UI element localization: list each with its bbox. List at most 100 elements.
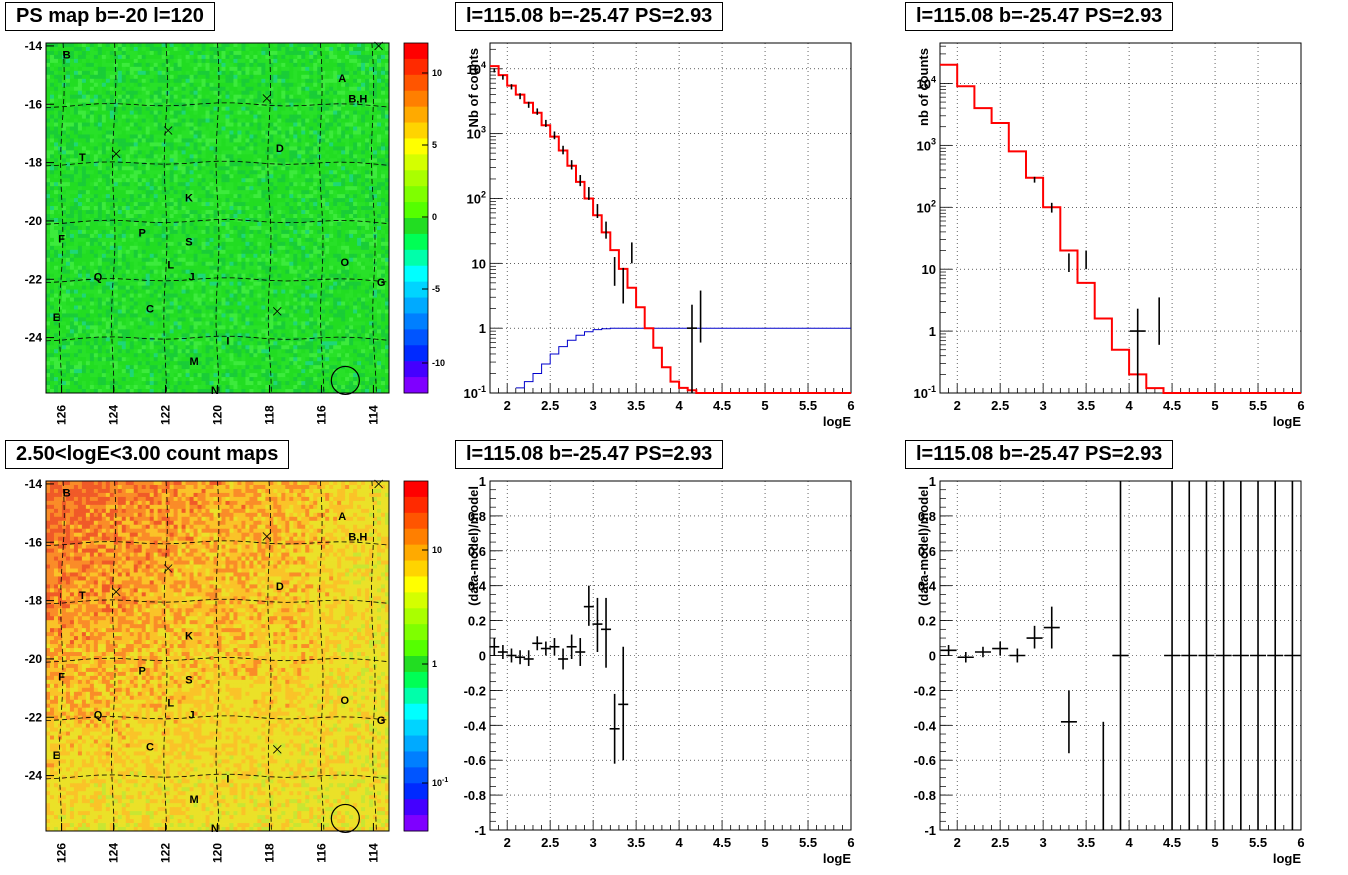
map-grid-meridian [163, 480, 168, 832]
spectrum-2-plot: 2 2.5 3 3.5 4 4.5 5 5.5 6 10-1 1 10 102 103 104 logE nb … [914, 42, 1305, 429]
region-circle [330, 365, 360, 396]
map-grid-meridian [58, 42, 65, 394]
y-tick-label: 103 [917, 136, 936, 153]
source-label: S [185, 236, 192, 248]
map-x-tick-label: 126 [55, 405, 69, 425]
y-tick-label: 1 [479, 474, 486, 489]
map-y-tick-label: -16 [25, 97, 43, 111]
source-cross-marker [374, 479, 383, 489]
colorbar-tick-label: 10-1 [432, 777, 448, 788]
ps-map-colorbar: 10 5 0 -5 -10 [403, 42, 445, 394]
map-x-tick-label: 116 [314, 843, 328, 863]
source-label: K [185, 631, 193, 643]
source-label: C [146, 303, 154, 315]
source-label: S [185, 674, 192, 686]
x-tick-label: 3 [1040, 398, 1047, 413]
y-tick-label: 10 [472, 256, 486, 271]
y-tick-label: 103 [467, 125, 486, 142]
y-axis-label: Nb of counts [466, 48, 481, 127]
y-tick-label: 10 [922, 262, 936, 277]
residual-2-title: l=115.08 b=-25.47 PS=2.93 [905, 440, 1174, 469]
spectrum-1-title: l=115.08 b=-25.47 PS=2.93 [455, 2, 724, 31]
y-tick-label: -1 [924, 823, 936, 838]
x-tick-label: 3.5 [627, 835, 645, 850]
x-axis-label: logE [1273, 414, 1301, 429]
colorbar-tick-label: 1 [432, 659, 437, 669]
y-tick-label: 0.4 [468, 579, 487, 594]
map-x-tick-label: 124 [107, 405, 121, 425]
model-step-line [515, 327, 851, 389]
y-axis-label: (data-model)/model [916, 486, 931, 606]
y-tick-label: -0.2 [464, 683, 486, 698]
x-tick-label: 6 [1297, 398, 1304, 413]
source-cross-marker [163, 126, 173, 135]
source-cross-marker [262, 94, 272, 103]
ps-map-plot: B AB,H D T K F P S O L Q J G C E I M N 126 124 122 120 118 116 1… [25, 39, 390, 425]
map-x-tick-label: 120 [211, 843, 225, 863]
source-label: K [185, 193, 193, 205]
source-label: N [211, 385, 219, 397]
residual-2-plot: 2 2.5 3 3.5 4 4.5 5 5.5 6 -1 -0.8 -0.6 -0.4 -0.2 0 0.2 0… [914, 474, 1305, 866]
map-grid-meridian [371, 42, 377, 394]
x-tick-label: 2.5 [541, 835, 559, 850]
source-label: M [190, 356, 199, 368]
x-tick-label: 5 [1211, 835, 1218, 850]
y-tick-label: 10-1 [914, 384, 936, 401]
x-tick-label: 5.5 [1249, 835, 1267, 850]
source-cross-marker [111, 587, 121, 597]
map-grid-parallel [45, 277, 390, 283]
y-tick-label: 1 [479, 321, 486, 336]
x-tick-label: 3.5 [1077, 398, 1095, 413]
x-tick-label: 2.5 [541, 398, 559, 413]
y-tick-label: 102 [467, 189, 486, 206]
y-tick-label: 0.6 [468, 544, 486, 559]
spectrum-1-plot: 2 2.5 3 3.5 4 4.5 5 5.5 6 10-1 1 10 102 103 104 logE Nb … [464, 42, 855, 429]
y-tick-label: -1 [474, 823, 486, 838]
y-tick-label: 0.6 [918, 544, 936, 559]
source-label: E [53, 750, 60, 762]
map-y-tick-label: -14 [25, 477, 43, 491]
y-tick-label: 10-1 [464, 384, 486, 401]
x-tick-label: 2.5 [991, 398, 1009, 413]
source-label: D [276, 143, 284, 155]
source-label: D [276, 581, 284, 593]
residual-1-title: l=115.08 b=-25.47 PS=2.93 [455, 440, 724, 469]
y-tick-label: 0.2 [918, 614, 936, 629]
x-tick-label: 4 [1125, 398, 1133, 413]
y-tick-label: 0 [929, 649, 936, 664]
y-axis-label: nb of counts [916, 48, 931, 126]
source-label: L [167, 698, 174, 710]
source-label: Q [94, 271, 103, 283]
map-y-tick-label: -18 [25, 156, 43, 170]
map-x-tick-label: 122 [159, 405, 173, 425]
region-circle [330, 803, 360, 834]
map-grid-parallel [45, 773, 390, 780]
source-label: B,H [348, 531, 367, 543]
source-label: L [167, 260, 174, 272]
x-tick-label: 4 [675, 398, 683, 413]
x-tick-label: 3 [590, 398, 597, 413]
source-label: C [146, 741, 154, 753]
map-grid-meridian [163, 42, 168, 394]
y-tick-label: -0.8 [464, 788, 486, 803]
x-tick-label: 4 [1125, 835, 1133, 850]
y-tick-label: 0.8 [468, 509, 486, 524]
y-tick-label: 0 [479, 649, 486, 664]
map-x-tick-label: 114 [366, 405, 380, 425]
count-map-plot: B AB,H D T K F P S O L Q J G C E I M N 126 124 122 120 118 116 1… [25, 477, 390, 863]
count-map-colorbar: 10 1 10-1 [403, 480, 448, 832]
y-tick-label: 0.4 [918, 579, 937, 594]
map-grid-parallel [45, 657, 390, 663]
y-tick-label: -0.4 [914, 718, 937, 733]
x-tick-label: 4 [675, 835, 683, 850]
map-x-tick-label: 120 [211, 405, 225, 425]
x-tick-label: 4.5 [713, 398, 731, 413]
map-grid-meridian [111, 480, 117, 832]
source-label: Q [94, 709, 103, 721]
map-grid-parallel [45, 715, 390, 721]
x-tick-label: 2.5 [991, 835, 1009, 850]
map-y-tick-label: -24 [25, 769, 43, 783]
residual-1-plot: 2 2.5 3 3.5 4 4.5 5 5.5 6 -1 -0.8 -0.6 -0.4 -0.2 0 0.2 0… [464, 474, 855, 866]
x-axis-label: logE [823, 414, 851, 429]
map-x-tick-label: 114 [366, 843, 380, 863]
